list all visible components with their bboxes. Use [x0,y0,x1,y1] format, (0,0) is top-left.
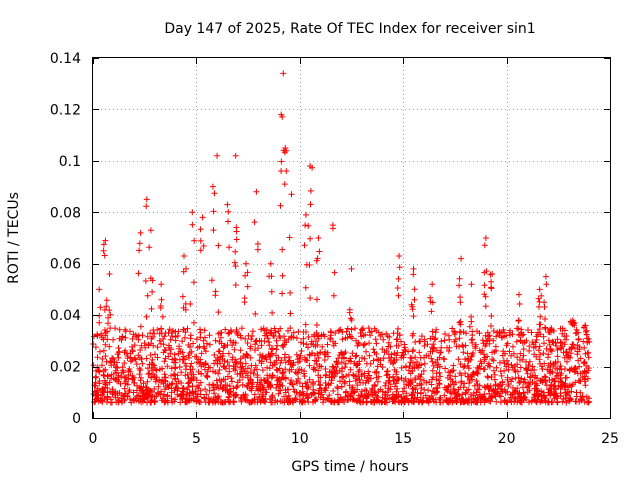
plot-frame [92,57,611,419]
x-tick-labels: 0 5 10 15 20 25 [89,431,619,447]
y-tick-label: 0.02 [50,360,81,376]
x-tick-label: 15 [394,431,412,447]
y-axis-label: ROTI / TECUs [6,192,22,284]
y-tick-label: 0.12 [50,102,81,118]
series-sin1-markers [90,70,593,406]
y-tick-label: 0 [72,411,81,427]
x-axis-label: GPS time / hours [291,459,408,475]
x-tick-label: 5 [192,431,201,447]
y-tick-label: 0.04 [50,308,81,324]
y-tick-labels: 0 0.02 0.04 0.06 0.08 0.1 0.12 0.14 [50,51,81,427]
y-tick-label: 0.08 [50,205,81,221]
y-tick-label: 0.1 [59,154,81,170]
chart-title: Day 147 of 2025, Rate Of TEC Index for r… [164,21,535,37]
axis-ticks [93,58,611,419]
x-tick-label: 10 [291,431,309,447]
x-tick-label: 25 [601,431,619,447]
x-tick-label: 0 [89,431,98,447]
y-tick-label: 0.06 [50,257,81,273]
x-tick-label: 20 [498,431,516,447]
data-points [90,70,593,406]
y-tick-label: 0.14 [50,51,81,67]
